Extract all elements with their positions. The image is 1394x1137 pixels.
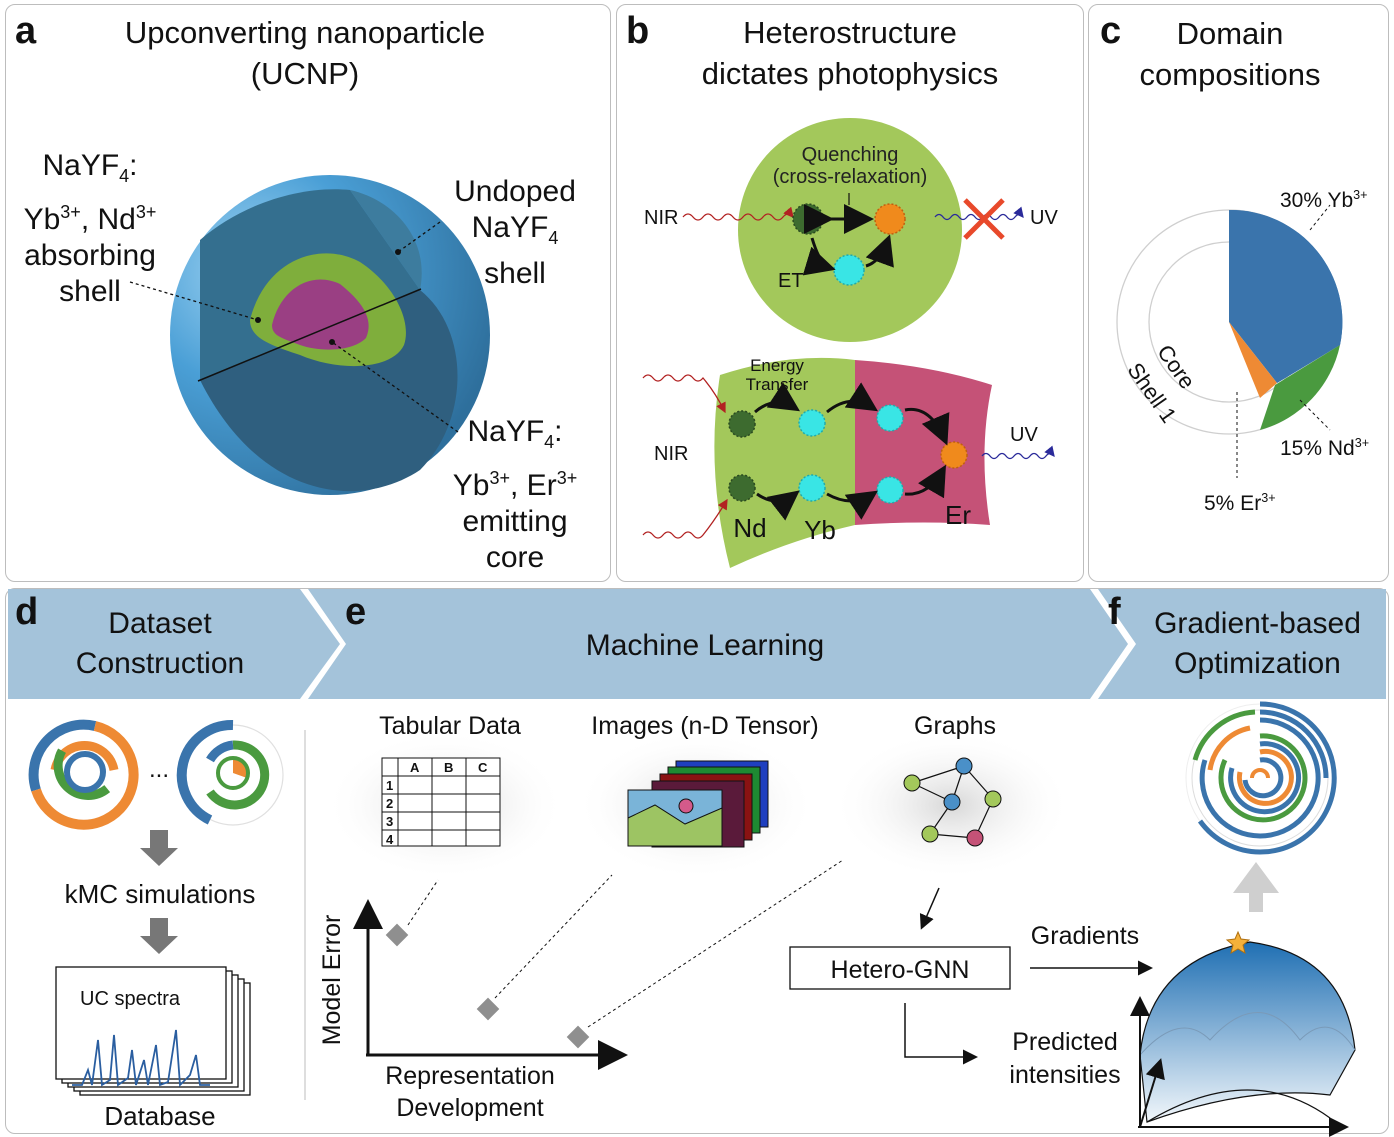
gradients-label: Gradients [1030, 922, 1140, 950]
ucnp-sphere [129, 175, 490, 495]
hetero-gnn-label: Hetero-GNN [830, 956, 970, 984]
panel-c-letter: c [1100, 10, 1122, 52]
uv-label-bottom: UV [1010, 424, 1038, 446]
machine-learning-title: Machine Learning [585, 629, 825, 662]
table-row-2: 2 [386, 796, 394, 811]
panel-b-title: Heterostructure dictates photophysics [701, 15, 999, 91]
ellipsis-label: ... [148, 756, 169, 783]
uv-label-top: UV [1030, 207, 1058, 229]
uc-spectra-label: UC spectra [80, 988, 181, 1010]
nd-percent-label: 15% Nd3+ [1280, 436, 1370, 460]
panel-c-title: Domain compositions [1139, 16, 1321, 92]
nir-label-top: NIR [644, 207, 679, 229]
undoped-shell-label: Undoped NaYF4 shell [454, 175, 576, 290]
nir-label-bottom: NIR [654, 443, 689, 465]
heterostructure-wedge [642, 357, 1055, 568]
energy-transfer-label: Energy Transfer [745, 356, 809, 394]
graphs-label: Graphs [914, 712, 996, 740]
panel-a-letter: a [15, 10, 37, 52]
database-label: Database [104, 1101, 216, 1131]
dataset-rings [28, 719, 306, 1100]
panel-a-title-line1: Upconverting nanoparticle [124, 15, 486, 50]
table-row-1: 1 [386, 778, 394, 793]
table-col-a: A [410, 760, 420, 775]
photophysics-core-diagram [682, 118, 1024, 342]
pipeline-banner [8, 589, 1386, 699]
table-row-4: 4 [386, 832, 394, 847]
domain-composition-chart [1116, 204, 1343, 478]
table-row-3: 3 [386, 814, 394, 829]
kmc-simulations-label: kMC simulations [64, 879, 256, 909]
representation-development-label: Representation Development [385, 1062, 555, 1122]
panel-b-letter: b [626, 10, 650, 52]
panel-a-title: Upconverting nanoparticle (UCNP) [80, 12, 530, 94]
nd-label: Nd [733, 513, 767, 543]
panel-f-letter: f [1108, 591, 1121, 633]
gradient-optimization-title: Gradient-based Optimization [1154, 607, 1361, 680]
er-label: Er [945, 500, 971, 530]
images-tensor-label: Images (n-D Tensor) [591, 712, 819, 740]
panel-d-letter: d [15, 591, 39, 633]
table-col-b: B [444, 760, 454, 775]
optimization-graphics [789, 701, 1356, 1137]
table-col-c: C [478, 760, 488, 775]
tabular-data-label: Tabular Data [379, 712, 521, 740]
representation-blobs [325, 730, 1072, 1070]
absorbing-shell-label: NaYF4: Yb3+, Nd3+ absorbing shell [23, 149, 157, 308]
dataset-construction-title: Dataset Construction [75, 607, 245, 680]
quenching-label: Quenching (cross-relaxation) [772, 144, 928, 188]
panel-e-letter: e [345, 591, 367, 633]
yb-percent-label: 30% Yb3+ [1280, 188, 1368, 212]
er-percent-label: 5% Er3+ [1204, 491, 1276, 515]
emitting-core-label: NaYF4: Yb3+, Er3+ emitting core [452, 415, 578, 574]
predicted-intensities-label: Predicted intensities [1009, 1028, 1121, 1089]
panel-a-title-line2: (UCNP) [250, 56, 360, 91]
yb-label: Yb [804, 515, 836, 545]
model-error-axis-label: Model Error [318, 914, 346, 1046]
et-label: ET [778, 270, 804, 292]
